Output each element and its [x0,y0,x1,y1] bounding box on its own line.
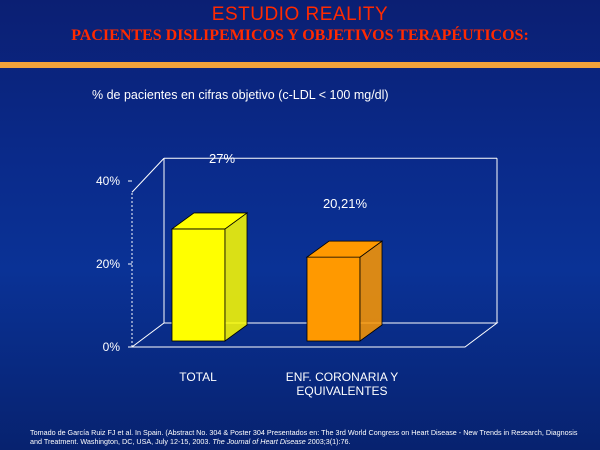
x-category-label: ENF. CORONARIA Y [286,370,398,384]
chart-side-wall-top [131,157,165,193]
chart-bars [170,212,384,342]
chart-title: % de pacientes en cifras objetivo (c-LDL… [92,88,389,102]
title-divider [0,62,600,68]
bar-top [170,212,249,230]
bar-front [171,228,226,342]
data-label: 27% [209,151,235,166]
bar [170,212,249,342]
y-tick-label: 20% [96,257,120,271]
bar-side [224,212,248,342]
y-tick-label: 40% [96,174,120,188]
data-label: 20,21% [323,196,368,211]
x-category-label: TOTAL [179,370,217,384]
source-citation: Tomado de García Ruiz FJ et al. In Spain… [30,428,590,446]
chart-labels: 0% 20% 40% 27% TOTAL 20,21% ENF. CORONARIA YEQ… [96,151,398,398]
bar-top [305,240,384,258]
chart-frame [128,157,499,348]
citation-tail: 2003;3(1):76. [305,437,351,446]
bar-front [306,256,361,342]
bar-side [359,240,383,342]
y-tick-label: 0% [103,340,121,354]
bar [305,240,384,342]
page-title: ESTUDIO REALITY [211,4,389,25]
page-subtitle: PACIENTES DISLIPEMICOS Y OBJETIVOS TERAP… [71,27,529,44]
citation-text: Tomado de García Ruiz FJ et al. In Spain… [30,428,578,446]
x-category-label: EQUIVALENTES [296,384,387,398]
citation-journal: The Journal of Heart Disease [212,437,306,446]
